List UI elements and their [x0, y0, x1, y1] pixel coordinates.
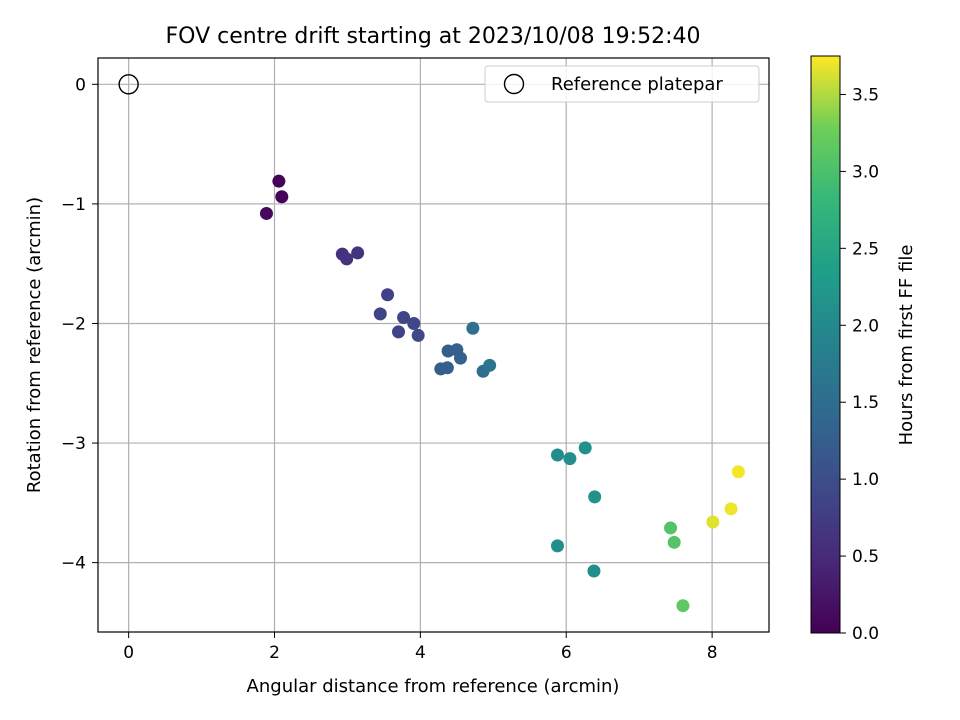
data-point	[706, 515, 720, 529]
data-point	[440, 361, 454, 375]
y-axis-label: Rotation from reference (arcmin)	[24, 197, 45, 493]
plot-area	[97, 57, 770, 633]
data-point	[340, 252, 354, 266]
x-tick-label: 6	[561, 643, 572, 663]
legend: Reference platepar	[484, 65, 760, 103]
data-point	[724, 502, 738, 516]
y-tick-label: −4	[61, 554, 86, 574]
colorbar-tick-label: 2.5	[852, 239, 879, 259]
x-axis-ticks: 0 2 4 6 8	[123, 632, 718, 663]
data-point	[550, 539, 564, 553]
y-tick-label: 0	[75, 75, 86, 95]
data-point	[664, 521, 678, 535]
colorbar-tick-label: 0.5	[852, 547, 879, 567]
data-point	[466, 321, 480, 335]
x-tick-label: 0	[123, 643, 134, 663]
data-point	[578, 441, 592, 455]
x-tick-label: 2	[269, 643, 280, 663]
y-tick-label: −3	[61, 434, 86, 454]
colorbar-tick-label: 2.0	[852, 316, 879, 336]
data-point	[587, 564, 601, 578]
chart-title: FOV centre drift starting at 2023/10/08 …	[166, 24, 701, 49]
data-point	[272, 174, 286, 188]
x-axis-label: Angular distance from reference (arcmin)	[247, 676, 620, 697]
data-point	[483, 358, 497, 372]
legend-box	[484, 65, 760, 103]
data-point	[563, 452, 577, 466]
legend-entry: Reference platepar	[551, 74, 723, 95]
data-point	[373, 307, 387, 321]
y-axis-ticks: 0 −1 −2 −3 −4	[61, 75, 98, 574]
data-point	[351, 246, 365, 260]
data-point	[731, 465, 745, 479]
data-point	[588, 490, 602, 504]
colorbar-ticks: 0.0 0.5 1.0 1.5 2.0 2.5 3.0 3.5	[840, 85, 879, 644]
data-point	[667, 535, 681, 549]
reference-point	[118, 74, 139, 95]
data-point	[259, 206, 273, 220]
y-tick-label: −1	[61, 195, 86, 215]
grid-lines	[98, 58, 769, 632]
data-point	[407, 316, 421, 330]
data-point	[550, 448, 564, 462]
colorbar-tick-label: 0.0	[852, 624, 879, 644]
colorbar-tick-label: 3.0	[852, 162, 879, 182]
colorbar	[810, 55, 841, 634]
x-tick-label: 4	[415, 643, 426, 663]
legend-marker	[503, 73, 525, 95]
data-point	[275, 190, 289, 204]
data-point	[411, 328, 425, 342]
colorbar-tick-label: 3.5	[852, 85, 879, 105]
data-point	[381, 288, 395, 302]
colorbar-label: Hours from first FF file	[896, 245, 917, 446]
colorbar-tick-label: 1.0	[852, 470, 879, 490]
data-point	[676, 599, 690, 613]
data-points	[118, 74, 745, 613]
colorbar-tick-label: 1.5	[852, 393, 879, 413]
data-point	[453, 351, 467, 365]
y-tick-label: −2	[61, 314, 86, 334]
data-point	[397, 310, 411, 324]
x-tick-label: 8	[707, 643, 718, 663]
data-point	[391, 325, 405, 339]
